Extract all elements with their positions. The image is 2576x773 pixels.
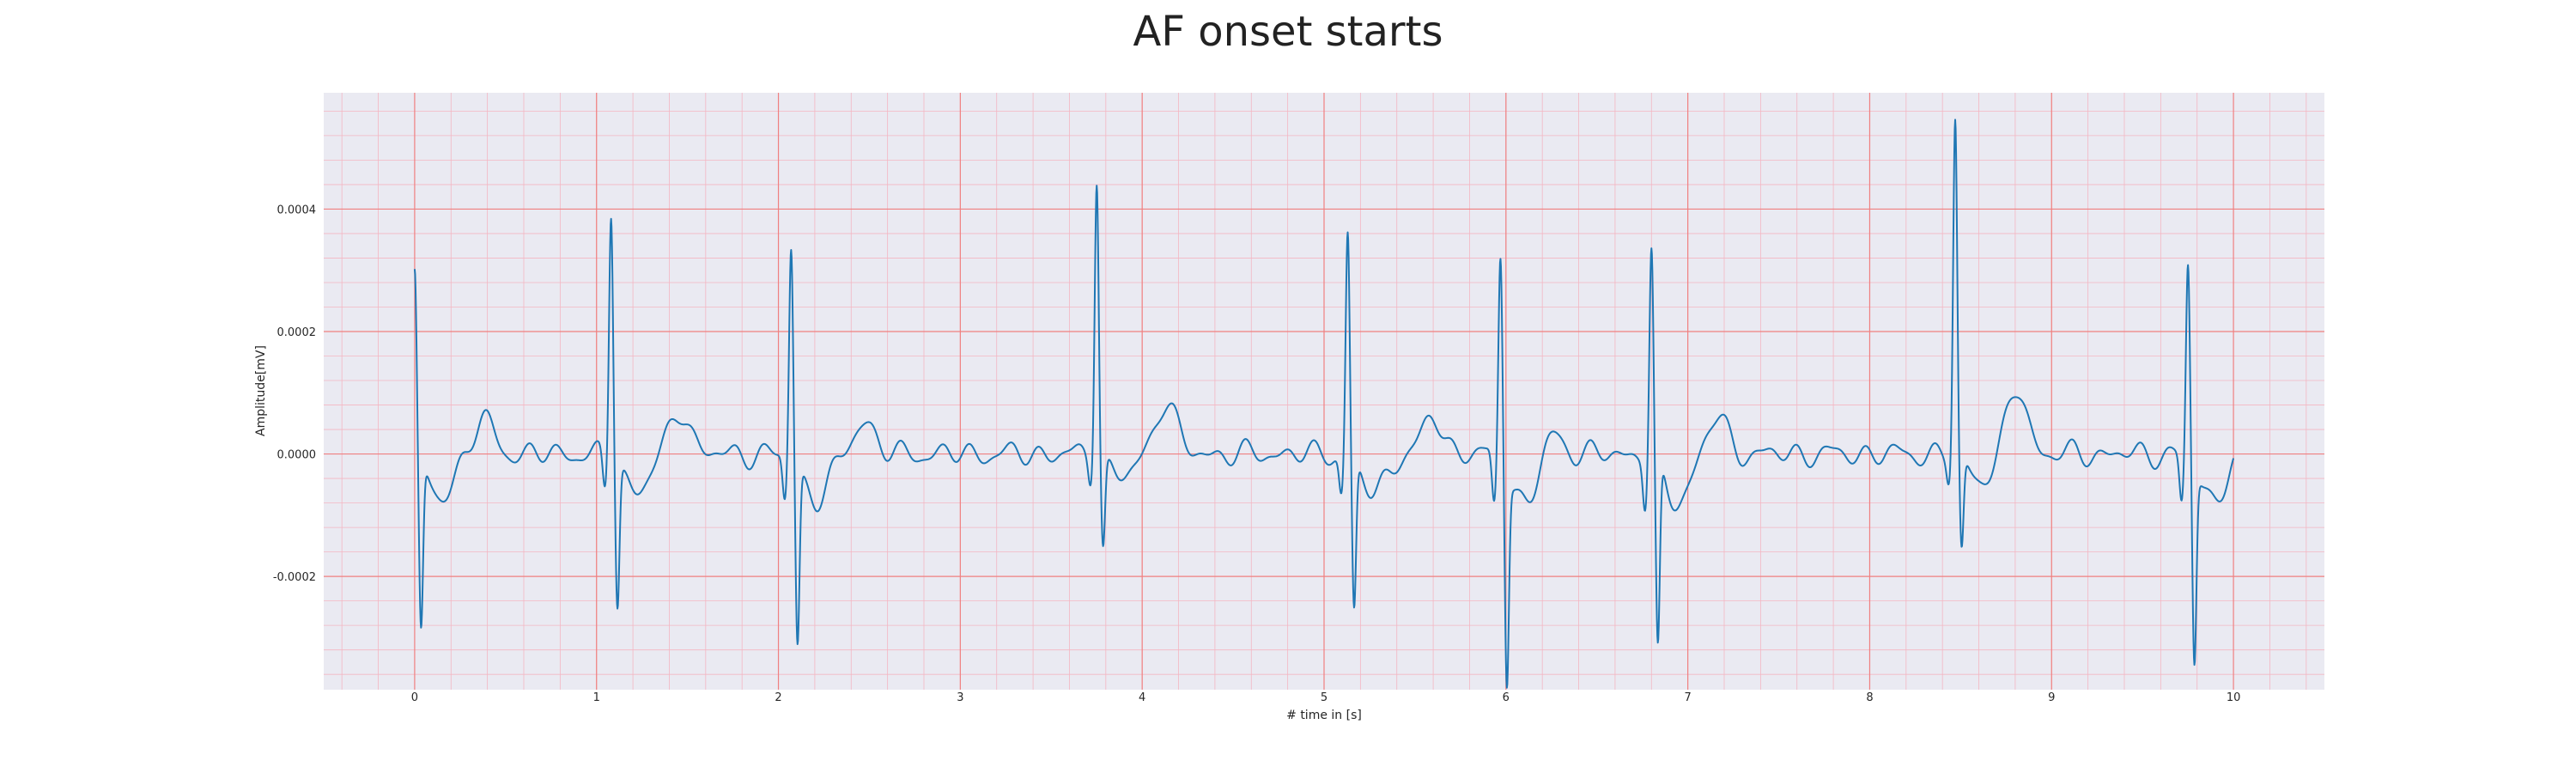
ecg-signal-line	[413, 119, 2235, 689]
x-tick-label: 6	[1503, 691, 1510, 704]
y-tick-label: -0.0002	[273, 571, 316, 584]
x-tick-label: 5	[1321, 691, 1327, 704]
y-axis-label: Amplitude[mV]	[254, 345, 268, 436]
x-tick-label: 3	[957, 691, 963, 704]
x-tick-label: 8	[1866, 691, 1873, 704]
x-tick-label: 2	[775, 691, 781, 704]
chart-title: AF onset starts	[1133, 8, 1443, 56]
y-tick-label: 0.0000	[277, 449, 317, 462]
y-tick-label: 0.0004	[277, 204, 317, 216]
x-tick-label: 9	[2048, 691, 2055, 704]
x-axis-label: # time in [s]	[1286, 709, 1362, 722]
major-grid	[324, 93, 2324, 690]
x-tick-label: 0	[411, 691, 418, 704]
x-tick-label: 1	[593, 691, 600, 704]
x-tick-label: 7	[1684, 691, 1691, 704]
y-tick-label: 0.0002	[277, 326, 317, 339]
y-axis-ticks: -0.0002 0.0000 0.0002 0.0004	[273, 204, 316, 584]
x-tick-label: 10	[2227, 691, 2241, 704]
x-axis-ticks: 0 1 2 3 4 5 6 7 8 9 10	[411, 691, 2241, 704]
x-tick-label: 4	[1139, 691, 1145, 704]
